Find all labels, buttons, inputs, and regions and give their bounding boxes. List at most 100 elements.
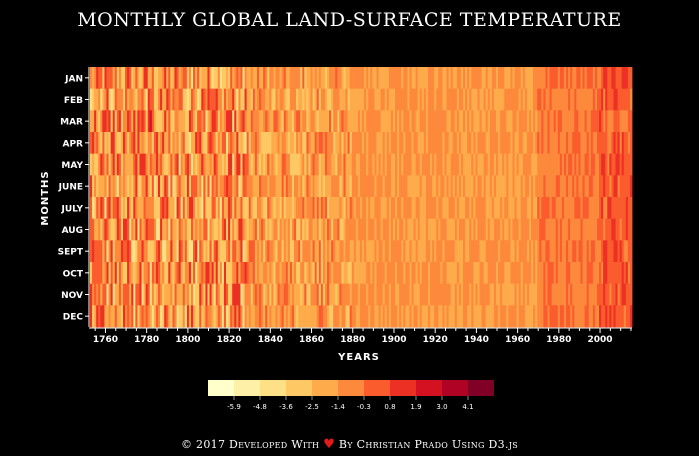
heatmap-cell <box>195 153 198 176</box>
heatmap-cell <box>421 197 425 220</box>
heatmap-cell <box>390 67 394 90</box>
heatmap-cell <box>106 218 109 241</box>
heatmap-cell <box>498 240 501 263</box>
heatmap-cell <box>131 197 134 220</box>
heatmap-cell <box>508 88 511 111</box>
heatmap-cell <box>102 153 105 176</box>
heatmap-cell <box>502 67 505 90</box>
heatmap-cell <box>131 153 134 176</box>
heatmap-cell <box>108 132 112 155</box>
heatmap-cell <box>250 283 254 306</box>
heatmap-cell <box>438 262 441 285</box>
heatmap-cell <box>281 262 285 285</box>
heatmap-cell <box>551 283 555 306</box>
heatmap-cell <box>446 283 449 306</box>
heatmap-cell <box>256 175 260 198</box>
heatmap-cell <box>405 88 408 111</box>
heatmap-cell <box>524 262 528 285</box>
heatmap-cell <box>491 262 495 285</box>
heatmap-cell <box>609 305 612 328</box>
heatmap-cell <box>209 218 212 241</box>
heatmap-cell <box>481 153 485 176</box>
heatmap-cell <box>627 175 631 198</box>
heatmap-cell <box>337 305 340 328</box>
heatmap-cell <box>182 110 186 133</box>
heatmap-cell <box>312 110 316 133</box>
heatmap-cell <box>324 88 328 111</box>
legend-tick-label: 1.9 <box>410 403 421 411</box>
heatmap-cell <box>427 283 431 306</box>
heatmap-cell <box>116 153 120 176</box>
heatmap-cell <box>193 67 196 90</box>
heatmap-cell <box>574 67 577 90</box>
heatmap-cell <box>155 197 159 220</box>
heatmap-cell <box>366 67 369 90</box>
heatmap-cell <box>399 262 402 285</box>
legend-swatch <box>390 380 416 396</box>
heatmap-cell <box>329 88 332 111</box>
heatmap-cell <box>617 305 621 328</box>
heatmap-cell <box>236 132 239 155</box>
heatmap-cell <box>444 283 447 306</box>
heatmap-cell <box>471 153 474 176</box>
heatmap-cell <box>327 153 330 176</box>
heatmap-cell <box>252 283 256 306</box>
heatmap-cell <box>258 305 262 328</box>
heatmap-cell <box>537 88 540 111</box>
heatmap-cell <box>588 305 592 328</box>
heatmap-cell <box>228 132 231 155</box>
heatmap-cell <box>125 175 128 198</box>
heatmap-cell <box>314 153 318 176</box>
heatmap-cell <box>355 218 359 241</box>
heatmap-cell <box>242 218 245 241</box>
heatmap-cell <box>316 132 320 155</box>
heatmap-cell <box>460 262 464 285</box>
heatmap-cell <box>271 218 274 241</box>
heatmap-cell <box>382 67 386 90</box>
heatmap-cell <box>226 110 229 133</box>
heatmap-cell <box>275 132 278 155</box>
heatmap-cell <box>240 197 243 220</box>
heatmap-cell <box>90 240 93 263</box>
heatmap-cell <box>184 153 188 176</box>
heatmap-cell <box>483 67 487 90</box>
heatmap-cell <box>563 67 567 90</box>
heatmap-cell <box>570 88 573 111</box>
heatmap-cell <box>329 132 332 155</box>
heatmap-cell <box>353 262 357 285</box>
heatmap-cell <box>440 240 443 263</box>
heatmap-cell <box>421 283 425 306</box>
heatmap-cell <box>395 305 398 328</box>
heatmap-cell <box>508 175 511 198</box>
heatmap-cell <box>151 305 155 328</box>
heatmap-cell <box>353 240 357 263</box>
heatmap-cell <box>372 110 375 133</box>
heatmap-cell <box>226 67 229 90</box>
heatmap-cell <box>133 283 136 306</box>
heatmap-cell <box>407 132 410 155</box>
heatmap-cell <box>407 67 410 90</box>
heatmap-cell <box>537 305 540 328</box>
heatmap-cell <box>327 218 330 241</box>
heatmap-cell <box>460 218 464 241</box>
heatmap-cell <box>545 67 548 90</box>
heatmap-cell <box>401 175 404 198</box>
heatmap-cell <box>300 218 303 241</box>
heatmap-cell <box>92 153 95 176</box>
heatmap-cell <box>588 283 592 306</box>
heatmap-cell <box>514 197 517 220</box>
heatmap-cell <box>547 218 550 241</box>
heatmap-cell <box>341 305 344 328</box>
heatmap-cell <box>205 132 208 155</box>
heatmap-cell <box>384 305 388 328</box>
heatmap-cell <box>508 240 511 263</box>
heatmap-cell <box>463 262 466 285</box>
heatmap-cell <box>238 132 241 155</box>
heatmap-cell <box>557 283 561 306</box>
heatmap-cell <box>378 175 381 198</box>
heatmap-cell <box>382 218 386 241</box>
heatmap-cell <box>448 305 452 328</box>
heatmap-cell <box>440 262 443 285</box>
heatmap-cell <box>195 305 198 328</box>
x-tick-label-1820: 1820 <box>217 335 242 345</box>
